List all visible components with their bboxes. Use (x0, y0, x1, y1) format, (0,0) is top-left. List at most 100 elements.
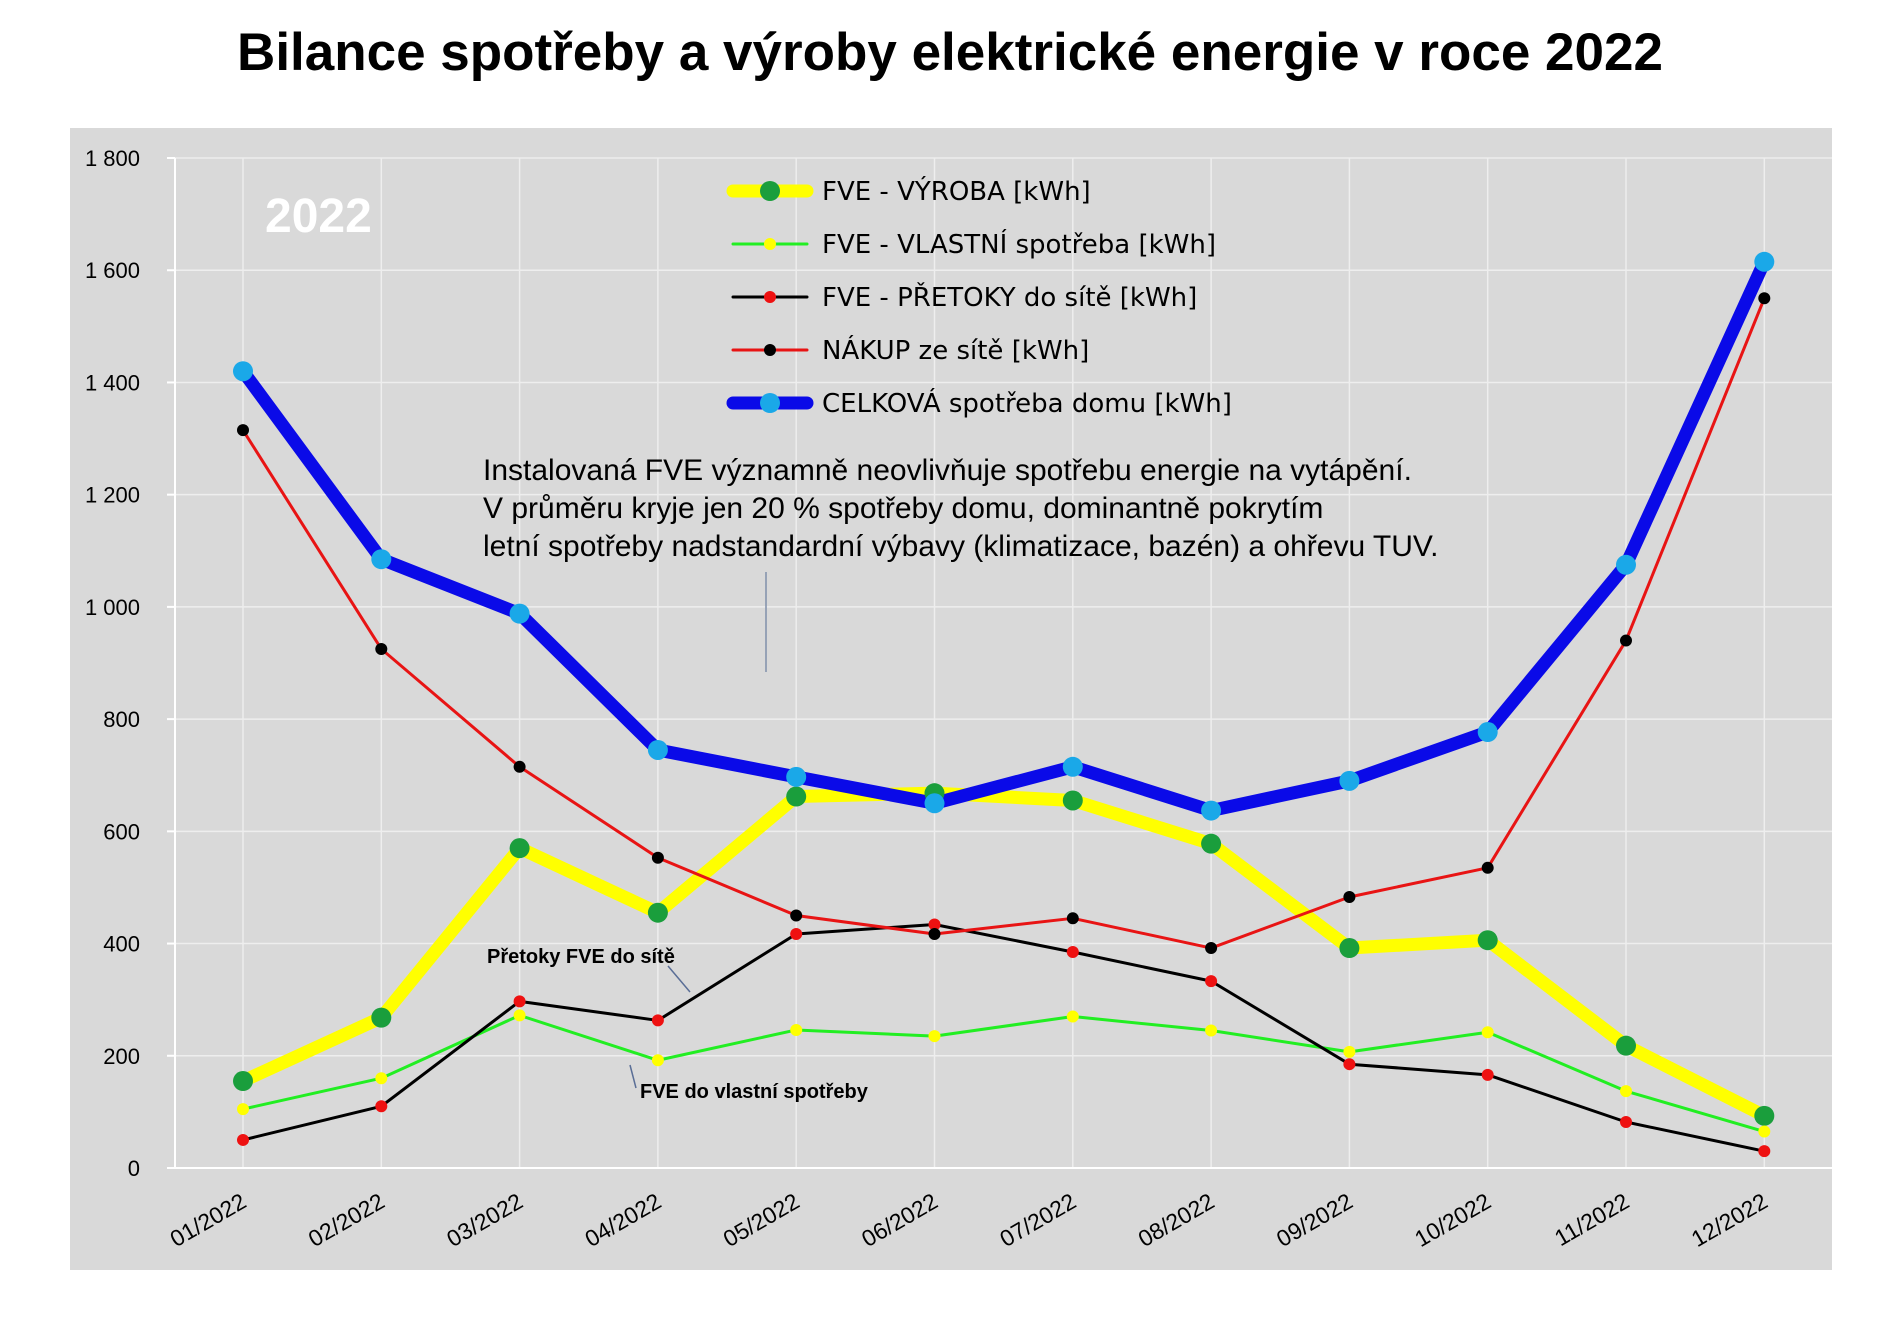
data-point-celkova (509, 603, 530, 624)
data-point-vyroba (647, 902, 668, 923)
y-tick-label: 600 (103, 819, 140, 844)
data-point-celkova (1339, 770, 1360, 791)
legend-swatch-marker-vlastni (764, 238, 776, 250)
data-point-vlastni (651, 1054, 664, 1067)
data-point-celkova (786, 766, 807, 787)
data-point-pretoky (1620, 1115, 1632, 1128)
page-title: Bilance spotřeby a výroby elektrické ene… (237, 23, 1663, 82)
data-point-vlastni (1620, 1085, 1632, 1098)
y-tick-label: 1 200 (85, 483, 140, 508)
data-point-pretoky (1481, 1068, 1494, 1081)
data-point-nakup (513, 760, 526, 773)
data-point-celkova (233, 361, 253, 382)
data-point-nakup (790, 909, 803, 922)
y-tick-label: 1 800 (85, 146, 140, 171)
legend-label-nakup: NÁKUP ze sítě [kWh] (822, 334, 1089, 366)
series-line-celkova (236, 255, 1771, 818)
legend-swatch-marker-celkova (760, 393, 780, 413)
data-point-celkova (1062, 756, 1083, 777)
data-point-nakup (1758, 292, 1771, 305)
data-point-nakup (1620, 634, 1632, 647)
data-point-pretoky (237, 1133, 249, 1146)
data-point-vlastni (1481, 1026, 1494, 1039)
legend-label-celkova: CELKOVÁ spotřeba domu [kWh] (822, 387, 1232, 419)
data-point-pretoky (375, 1100, 388, 1113)
data-point-nakup (1066, 912, 1079, 925)
data-point-nakup (237, 424, 249, 437)
y-tick-label: 800 (103, 707, 140, 732)
vlastni-leader-line (629, 1064, 637, 1089)
data-point-vyroba (786, 786, 807, 807)
data-point-vyroba (1477, 930, 1498, 951)
data-point-vlastni (375, 1072, 388, 1085)
data-point-pretoky (513, 995, 526, 1008)
note-box: Instalovaná FVE významně neovlivňuje spo… (483, 454, 1439, 672)
data-point-pretoky (1343, 1058, 1356, 1071)
data-point-vlastni (1205, 1024, 1218, 1037)
y-tick-label: 1 000 (85, 595, 140, 620)
data-point-pretoky (1205, 975, 1218, 988)
pretoky-leader-line (667, 965, 691, 993)
data-point-vlastni (928, 1030, 941, 1043)
data-point-vlastni (1758, 1125, 1771, 1138)
vlastni-annotation-label: FVE do vlastní spotřeby (640, 1081, 869, 1103)
year-label: 2022 (265, 190, 372, 243)
data-point-celkova (1477, 722, 1498, 743)
note-line-1: Instalovaná FVE významně neovlivňuje spo… (483, 454, 1412, 487)
data-point-vyroba (509, 838, 530, 859)
data-point-pretoky (790, 928, 803, 941)
data-point-vyroba (371, 1007, 392, 1028)
data-point-nakup (1481, 861, 1494, 874)
legend-label-vlastni: FVE - VLASTNÍ spotřeba [kWh] (822, 228, 1216, 260)
data-point-pretoky (1066, 945, 1079, 958)
series-line-vyroba (236, 786, 1771, 1123)
gridlines (175, 157, 1832, 1168)
series-line-nakup (241, 296, 1766, 950)
series-line-pretoky (241, 922, 1766, 1153)
legend-swatch-marker-vyroba (760, 181, 780, 201)
series-lines (236, 255, 1771, 1153)
data-point-celkova (1616, 554, 1636, 575)
data-point-nakup (1343, 890, 1356, 903)
data-point-nakup (1205, 942, 1218, 955)
data-point-vlastni (513, 1009, 526, 1022)
data-point-vlastni (237, 1103, 249, 1116)
data-point-vyroba (1616, 1035, 1636, 1056)
legend-swatch-marker-pretoky (764, 291, 776, 303)
data-point-vlastni (790, 1023, 803, 1036)
chart-area-background (70, 128, 1832, 1270)
series-line-vlastni (241, 1013, 1766, 1134)
legend-label-pretoky: FVE - PŘETOKY do sítě [kWh] (822, 281, 1197, 313)
data-point-vyroba (1754, 1105, 1775, 1126)
data-point-vyroba (1339, 938, 1360, 959)
data-point-celkova (371, 549, 392, 570)
data-point-vyroba (233, 1071, 253, 1092)
pretoky-annotation: Přetoky FVE do sítě (487, 946, 691, 993)
note-line-3: letní spotřeby nadstandardní výbavy (kli… (483, 530, 1439, 563)
y-tick-label: 400 (103, 932, 140, 957)
data-point-pretoky (651, 1014, 664, 1027)
legend-label-vyroba: FVE - VÝROBA [kWh] (822, 175, 1091, 207)
data-point-celkova (1201, 800, 1222, 821)
data-point-nakup (651, 851, 664, 864)
axes (167, 157, 1832, 1169)
y-tick-label: 1 400 (85, 370, 140, 395)
note-line-2: V průměru kryje jen 20 % spotřeby domu, … (483, 492, 1323, 525)
data-point-vlastni (1343, 1045, 1356, 1058)
data-point-celkova (647, 739, 668, 760)
data-point-vlastni (1066, 1010, 1079, 1023)
data-point-vyroba (1201, 833, 1222, 854)
y-tick-label: 1 600 (85, 258, 140, 283)
y-tick-label: 200 (103, 1044, 140, 1069)
vlastni-annotation: FVE do vlastní spotřeby (629, 1064, 869, 1103)
pretoky-annotation-label: Přetoky FVE do sítě (487, 946, 675, 968)
data-point-celkova (1754, 251, 1775, 272)
data-point-pretoky (1758, 1145, 1771, 1158)
y-tick-label: 0 (128, 1156, 140, 1181)
data-point-nakup (375, 642, 388, 655)
series-markers (233, 251, 1775, 1158)
legend: FVE - VÝROBA [kWh] FVE - VLASTNÍ spotřeba… (726, 175, 1232, 419)
data-point-pretoky (928, 918, 941, 931)
legend-swatch-marker-nakup (764, 344, 776, 356)
